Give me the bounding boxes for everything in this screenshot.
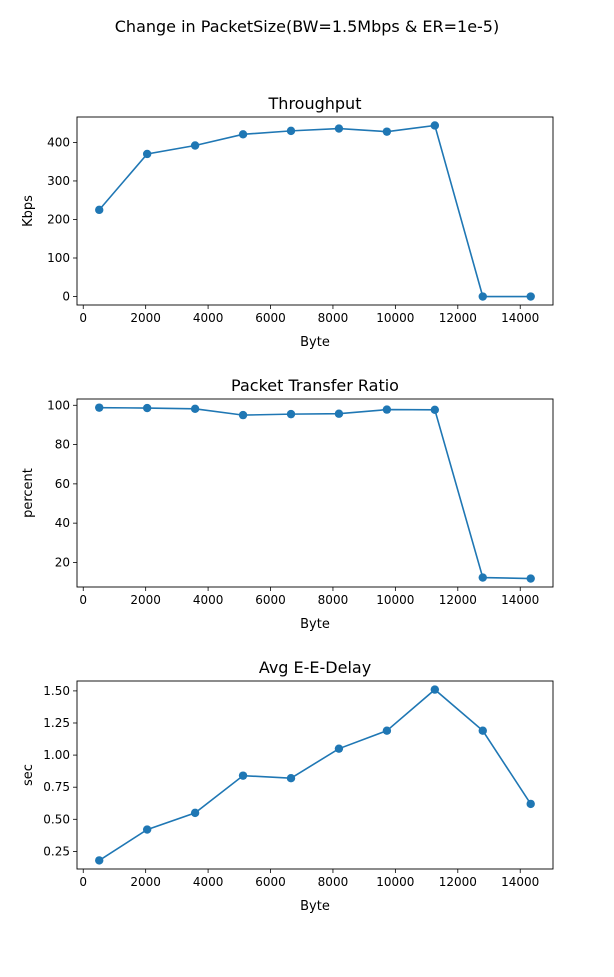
y-tick-label: 200	[47, 212, 70, 226]
y-axis-label: sec	[21, 764, 36, 786]
x-tick-label: 2000	[130, 593, 161, 607]
x-tick-label: 8000	[318, 593, 349, 607]
x-tick-label: 10000	[376, 875, 414, 889]
y-tick-label: 100	[47, 398, 70, 412]
x-tick-label: 6000	[255, 593, 286, 607]
x-tick-label: 0	[79, 593, 87, 607]
data-point	[382, 405, 392, 414]
series-line	[98, 124, 531, 298]
data-point	[190, 808, 200, 818]
data-point	[238, 130, 248, 139]
x-axis-label: Byte	[300, 617, 330, 632]
data-point	[478, 573, 487, 582]
chart-panel-2: Packet Transfer Ratio 0 2000 4000 6000 8000 10…	[21, 376, 554, 632]
x-tick-label: 2000	[130, 311, 161, 325]
x-tick-label: 4000	[193, 311, 224, 325]
y-tick-label: 40	[55, 516, 70, 530]
y-tick-label: 1.25	[43, 716, 70, 730]
x-tick-label: 14000	[501, 311, 539, 325]
x-tick-label: 4000	[193, 593, 224, 607]
y-tick-label: 1.50	[43, 684, 70, 698]
x-tick-label: 2000	[130, 875, 161, 889]
x-axis-label: Byte	[300, 899, 330, 914]
data-point	[238, 771, 248, 780]
y-tick-label: 0.75	[43, 780, 70, 794]
x-tick-label: 0	[79, 311, 87, 325]
chart-title: Avg E-E-Delay	[259, 658, 371, 677]
y-tick-label: 300	[47, 174, 70, 188]
x-axis-label: Byte	[300, 335, 330, 350]
data-point	[142, 149, 152, 159]
x-tick-label: 4000	[193, 875, 224, 889]
data-point	[286, 409, 296, 419]
data-point	[190, 404, 200, 414]
data-point	[430, 121, 440, 130]
data-point	[382, 127, 392, 136]
y-tick-label: 60	[55, 477, 70, 491]
plot-frame	[76, 680, 554, 870]
x-tick-label: 6000	[255, 311, 286, 325]
plot-frame	[76, 398, 554, 588]
x-tick-label: 12000	[439, 311, 477, 325]
x-tick-label: 8000	[318, 875, 349, 889]
y-tick-label: 0	[62, 290, 70, 304]
x-tick-label: 10000	[376, 311, 414, 325]
data-point	[286, 126, 296, 136]
data-point	[526, 574, 535, 583]
series-line	[98, 688, 532, 862]
x-tick-label: 14000	[501, 875, 539, 889]
series-line	[99, 406, 531, 580]
data-point	[478, 726, 487, 735]
y-tick-label: 1.00	[43, 748, 70, 762]
data-point	[334, 124, 344, 133]
data-point	[286, 774, 296, 783]
x-tick-label: 10000	[376, 593, 414, 607]
x-tick-label: 12000	[439, 875, 477, 889]
x-tick-label: 6000	[255, 875, 286, 889]
y-axis-label: Kbps	[21, 195, 36, 227]
y-tick-label: 400	[47, 135, 70, 149]
y-tick-label: 100	[47, 251, 70, 265]
data-point	[95, 403, 104, 412]
data-point	[430, 405, 440, 415]
data-point	[382, 726, 392, 735]
data-point	[430, 685, 440, 694]
data-point	[95, 205, 104, 215]
data-point	[334, 744, 344, 753]
x-tick-label: 14000	[501, 593, 539, 607]
data-point	[478, 292, 487, 301]
y-tick-label: 20	[55, 555, 70, 569]
x-tick-label: 12000	[439, 593, 477, 607]
figure-title: Change in PacketSize(BW=1.5Mbps & ER=1e-…	[114, 17, 500, 36]
data-point	[190, 141, 200, 150]
data-point	[142, 825, 152, 834]
chart-title: Packet Transfer Ratio	[231, 376, 399, 395]
data-point	[238, 410, 248, 420]
y-tick-label: 80	[55, 438, 70, 452]
chart-title: Throughput	[268, 94, 362, 113]
chart-panel-3: Avg E-E-Delay 0 2000 4000 6000 8000 10000 12000…	[21, 658, 554, 914]
data-point	[95, 856, 104, 865]
data-point	[334, 409, 344, 418]
data-point	[142, 403, 152, 413]
plot-frame	[76, 116, 554, 306]
y-tick-label: 0.25	[43, 844, 70, 858]
y-axis-label: percent	[21, 468, 36, 518]
data-point	[526, 799, 535, 809]
x-tick-label: 8000	[318, 311, 349, 325]
y-tick-label: 0.50	[43, 812, 70, 826]
x-tick-label: 0	[79, 875, 87, 889]
data-point	[526, 292, 535, 301]
